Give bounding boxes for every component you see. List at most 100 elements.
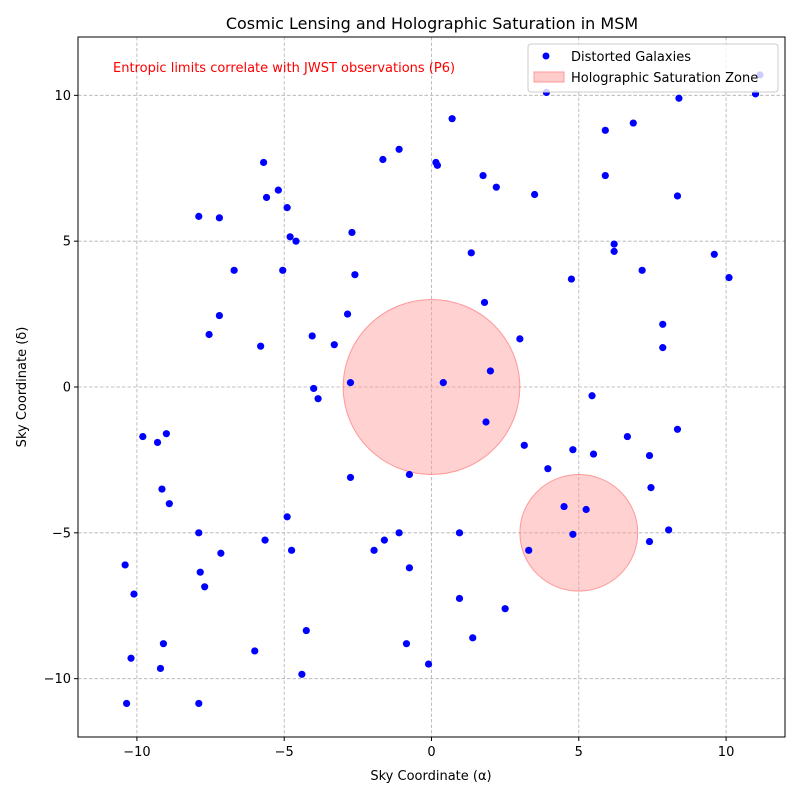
galaxy-point [395, 529, 403, 537]
galaxy-point [405, 564, 414, 572]
galaxy-point [158, 485, 166, 493]
galaxy-point [127, 654, 135, 662]
galaxy-point [205, 330, 213, 339]
galaxy-point [588, 392, 596, 400]
galaxy-point [343, 310, 352, 318]
x-tick-label: 5 [575, 745, 583, 760]
galaxy-point [274, 186, 282, 194]
axis-ticks: −10 −5 0 5 10 −10 −5 0 5 10 [44, 89, 735, 760]
galaxy-point [623, 432, 631, 441]
galaxy-point [286, 233, 294, 241]
galaxy-point [257, 342, 265, 350]
galaxy-point [601, 126, 609, 134]
galaxy-point [479, 171, 487, 180]
galaxy-point [424, 660, 433, 668]
galaxy-point [308, 332, 316, 340]
galaxy-point [283, 204, 291, 212]
galaxy-point [673, 192, 682, 200]
galaxy-point [262, 193, 271, 202]
galaxy-point [287, 546, 296, 554]
galaxy-point [492, 183, 500, 191]
galaxy-point [673, 425, 682, 433]
galaxy-point [525, 546, 533, 554]
galaxy-point [162, 430, 170, 438]
galaxy-point [348, 228, 356, 237]
galaxy-point [601, 171, 609, 180]
galaxy-point [302, 626, 310, 635]
galaxy-point [279, 266, 287, 274]
galaxy-point [638, 266, 646, 274]
galaxy-point [283, 513, 291, 521]
y-tick-label: −10 [44, 672, 71, 687]
galaxy-point [567, 275, 576, 283]
galaxy-point [665, 526, 673, 534]
galaxy-point [569, 446, 577, 454]
galaxy-point [380, 536, 388, 544]
galaxy-point [195, 699, 203, 708]
galaxy-point [467, 249, 475, 257]
galaxy-point [292, 237, 300, 245]
legend-box [527, 43, 779, 93]
x-tick-label: −10 [123, 745, 150, 760]
galaxy-point [433, 161, 441, 169]
galaxy-point [455, 594, 464, 603]
galaxy-point [501, 605, 509, 613]
y-tick-label: 0 [63, 381, 71, 396]
x-tick-label: 10 [718, 745, 735, 760]
legend-marker-galaxies [542, 52, 550, 60]
galaxy-point [516, 335, 524, 343]
galaxy-point [314, 395, 322, 403]
galaxy-point [647, 484, 655, 492]
galaxy-point [261, 536, 269, 544]
galaxy-point [159, 640, 168, 648]
chart-title: Cosmic Lensing and Holographic Saturatio… [226, 14, 638, 33]
galaxy-point [610, 240, 618, 248]
galaxy-point [531, 190, 539, 199]
galaxy-point [582, 505, 590, 514]
galaxy-point [370, 546, 378, 554]
galaxy-point [725, 274, 733, 282]
y-tick-label: 10 [54, 89, 71, 104]
saturation-zones [342, 299, 639, 592]
galaxy-point [395, 145, 403, 153]
galaxy-point [520, 441, 528, 449]
galaxy-point [402, 640, 411, 648]
galaxy-point [330, 341, 338, 349]
galaxy-point [629, 119, 637, 127]
galaxy-point [351, 271, 359, 279]
y-tick-label: −5 [52, 526, 71, 541]
galaxy-point [123, 699, 131, 708]
galaxy-point [486, 367, 495, 375]
galaxy-point [259, 158, 268, 167]
saturation-zone-2 [519, 473, 639, 592]
legend-patch-zone [533, 71, 565, 83]
galaxy-point [195, 529, 203, 537]
galaxy-point [196, 568, 204, 576]
galaxy-point [645, 451, 654, 460]
galaxy-point [569, 530, 577, 538]
legend-label-zone: Holographic Saturation Zone [571, 71, 758, 86]
y-tick-label: 5 [63, 235, 71, 250]
x-tick-label: −5 [275, 745, 294, 760]
galaxy-point [130, 590, 138, 598]
galaxy-point [448, 115, 456, 123]
galaxy-point [480, 298, 489, 307]
galaxy-point [215, 214, 223, 222]
galaxy-point [298, 670, 306, 678]
galaxy-point [153, 438, 162, 447]
x-axis-label: Sky Coordinate (α) [370, 769, 491, 784]
galaxy-point [439, 379, 447, 387]
galaxy-point [455, 529, 464, 537]
galaxy-point [560, 502, 568, 511]
galaxy-point [310, 384, 318, 393]
galaxy-point [675, 94, 683, 102]
galaxy-point [139, 432, 147, 441]
galaxy-point [379, 155, 387, 164]
legend: Distorted Galaxies Holographic Saturatio… [527, 43, 779, 93]
galaxy-point [645, 537, 654, 546]
saturation-zone-1 [342, 299, 521, 475]
galaxy-point [121, 561, 129, 569]
